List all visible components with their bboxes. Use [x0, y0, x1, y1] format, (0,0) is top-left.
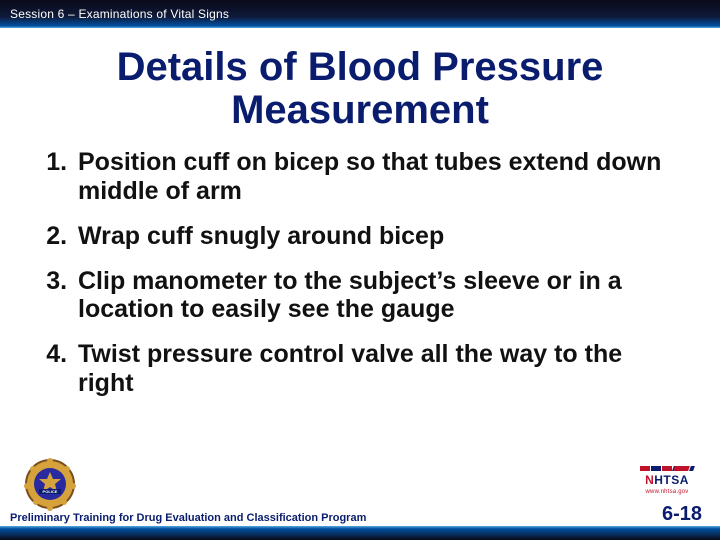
footer: Preliminary Training for Drug Evaluation…	[0, 484, 720, 540]
nhtsa-stripes-icon	[640, 466, 694, 471]
page-number: 6-18	[662, 503, 702, 526]
steps-list: Position cuff on bicep so that tubes ext…	[36, 148, 684, 397]
footer-program-text: Preliminary Training for Drug Evaluation…	[10, 512, 366, 524]
step-item: Position cuff on bicep so that tubes ext…	[74, 148, 684, 206]
stripe-tilt	[689, 466, 695, 471]
stripe-tilt	[672, 466, 690, 471]
stripe	[640, 466, 650, 471]
step-item: Wrap cuff snugly around bicep	[74, 222, 684, 251]
step-item: Clip manometer to the subject’s sleeve o…	[74, 267, 684, 325]
title-line-1: Details of Blood Pressure	[117, 45, 604, 89]
title-block: Details of Blood Pressure Measurement	[0, 28, 720, 144]
header-bar: Session 6 – Examinations of Vital Signs	[0, 0, 720, 28]
stripe	[662, 466, 672, 471]
step-item: Twist pressure control valve all the way…	[74, 340, 684, 398]
stripe	[651, 466, 661, 471]
session-label: Session 6 – Examinations of Vital Signs	[10, 7, 229, 21]
slide-title: Details of Blood Pressure Measurement	[40, 46, 680, 132]
content: Position cuff on bicep so that tubes ext…	[0, 144, 720, 540]
slide: Session 6 – Examinations of Vital Signs …	[0, 0, 720, 540]
footer-band	[0, 526, 720, 540]
title-line-2: Measurement	[231, 88, 489, 132]
